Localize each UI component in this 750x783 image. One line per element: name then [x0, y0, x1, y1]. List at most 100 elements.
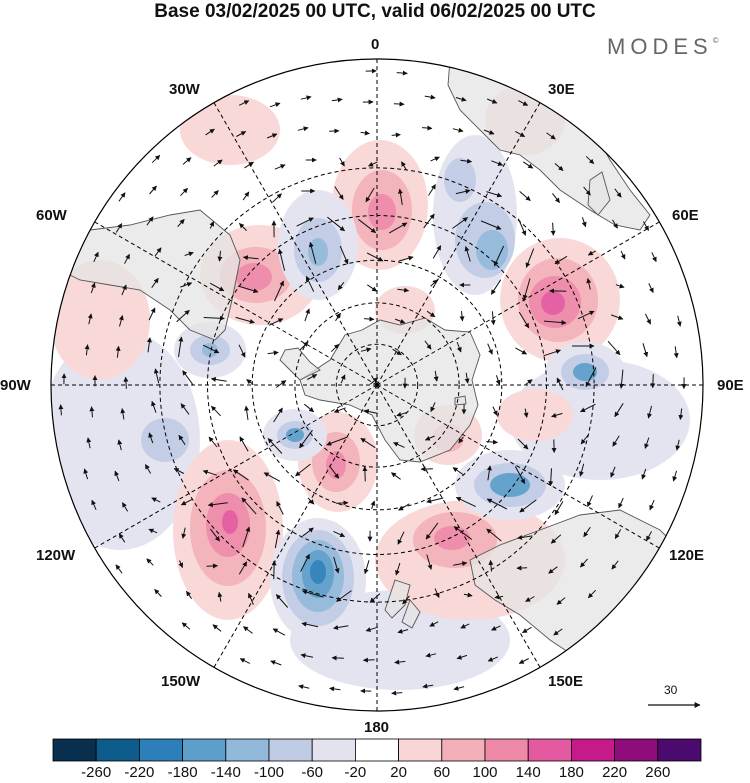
- wind-arrow: [148, 528, 158, 534]
- wind-arrow: [339, 245, 349, 265]
- wind-arrow: [301, 621, 319, 628]
- wind-arrow: [118, 533, 126, 543]
- negative-anomaly: [270, 518, 366, 642]
- wind-arrow: [525, 379, 533, 385]
- wind-arrow: [209, 221, 215, 229]
- wind-arrow: [642, 221, 650, 231]
- wind-arrow: [641, 468, 647, 480]
- wind-arrow: [490, 311, 496, 326]
- wind-arrow: [357, 218, 377, 234]
- wind-arrow: [115, 345, 121, 358]
- wind-arrow: [453, 685, 465, 691]
- wind-arrow: [452, 467, 464, 475]
- wind-arrow: [360, 130, 370, 136]
- wind-arrow: [235, 316, 255, 324]
- meridian-line: [213, 102, 378, 386]
- wind-arrow: [460, 158, 473, 164]
- wind-arrow: [123, 376, 129, 389]
- wind-arrow: [278, 248, 286, 271]
- map-title: Base 03/02/2025 00 UTC, valid 06/02/2025…: [154, 1, 596, 22]
- wind-arrow: [519, 499, 537, 513]
- wind-arrow: [329, 686, 341, 692]
- wind-arrow: [84, 344, 90, 356]
- colorbar-tick-label: -60: [301, 764, 324, 781]
- lon-label-0: 0: [371, 36, 380, 53]
- wind-arrow: [151, 154, 161, 164]
- wind-arrow: [430, 279, 438, 287]
- wind-arrow: [550, 534, 562, 544]
- colorbar-swatch: [614, 738, 659, 762]
- wind-arrow: [326, 436, 348, 446]
- wind-arrow: [124, 253, 130, 264]
- negative-anomaly: [278, 190, 358, 300]
- wind-arrow: [432, 245, 442, 259]
- wind-arrow: [238, 561, 248, 575]
- meridian-line: [94, 384, 378, 549]
- new-zealand: [384, 579, 411, 619]
- wind-arrow: [212, 624, 222, 632]
- wind-arrow: [463, 592, 473, 598]
- wind-arrow: [393, 442, 405, 448]
- wind-arrow: [554, 501, 564, 516]
- wind-arrow: [180, 403, 190, 415]
- wind-arrow: [518, 658, 529, 664]
- wind-arrow: [612, 219, 618, 229]
- wind-arrow: [452, 217, 469, 229]
- wind-arrow: [274, 280, 284, 302]
- wind-arrow: [615, 283, 625, 289]
- wind-arrow: [583, 186, 591, 196]
- wind-arrow: [610, 466, 616, 478]
- wind-arrow: [392, 348, 402, 356]
- madagascar: [587, 171, 611, 216]
- wind-arrow: [202, 469, 217, 476]
- wind-arrow: [580, 433, 590, 445]
- lon-label-180: 180: [364, 719, 390, 736]
- wind-arrow: [178, 434, 186, 445]
- wind-arrow: [121, 502, 129, 512]
- colorbar-swatch: [138, 738, 183, 762]
- wind-arrow: [118, 192, 126, 202]
- wind-arrow: [273, 407, 283, 423]
- lon-label-60w: 60W: [36, 207, 67, 224]
- wind-arrow: [154, 589, 162, 597]
- wind-arrow: [487, 343, 493, 355]
- wind-arrow: [146, 337, 152, 353]
- wind-arrow: [422, 125, 433, 131]
- wind-arrow: [146, 558, 154, 566]
- wind-arrow: [620, 250, 626, 260]
- colorbar-tick-label: -100: [253, 764, 285, 781]
- wind-arrow: [360, 347, 372, 353]
- wind-arrow: [300, 95, 312, 101]
- colorbar-swatch: [657, 738, 702, 762]
- wind-arrow: [650, 374, 656, 389]
- colorbar-tick-label: -140: [210, 764, 241, 781]
- wind-arrow: [391, 690, 403, 696]
- wind-arrow: [151, 497, 161, 503]
- negative-anomaly: [141, 418, 189, 462]
- colorbar-swatch: [441, 738, 486, 762]
- wind-arrow: [487, 656, 499, 662]
- negative-anomaly: [545, 342, 625, 402]
- kerguelen-island: [454, 395, 467, 406]
- wind-arrow: [394, 659, 406, 665]
- wind-arrow: [331, 97, 343, 103]
- wind-arrow: [398, 255, 414, 262]
- colorbar: [52, 738, 702, 762]
- wind-arrow: [121, 284, 127, 296]
- wind-arrow: [397, 531, 405, 545]
- wind-arrow: [369, 377, 379, 385]
- positive-anomaly: [332, 140, 428, 270]
- positive-anomaly: [497, 389, 573, 441]
- colorbar-tick-label: 140: [515, 764, 541, 781]
- wind-arrow: [488, 559, 494, 572]
- wind-arrow: [515, 130, 526, 138]
- wind-arrow: [307, 497, 315, 505]
- wind-arrow: [491, 625, 501, 631]
- wind-arrow: [213, 159, 223, 167]
- wind-arrow: [333, 625, 349, 630]
- meridian-line: [376, 102, 541, 386]
- wind-arrow: [515, 347, 528, 355]
- wind-arrow: [464, 246, 471, 262]
- wind-arrow: [452, 127, 464, 133]
- wind-arrow: [365, 626, 379, 632]
